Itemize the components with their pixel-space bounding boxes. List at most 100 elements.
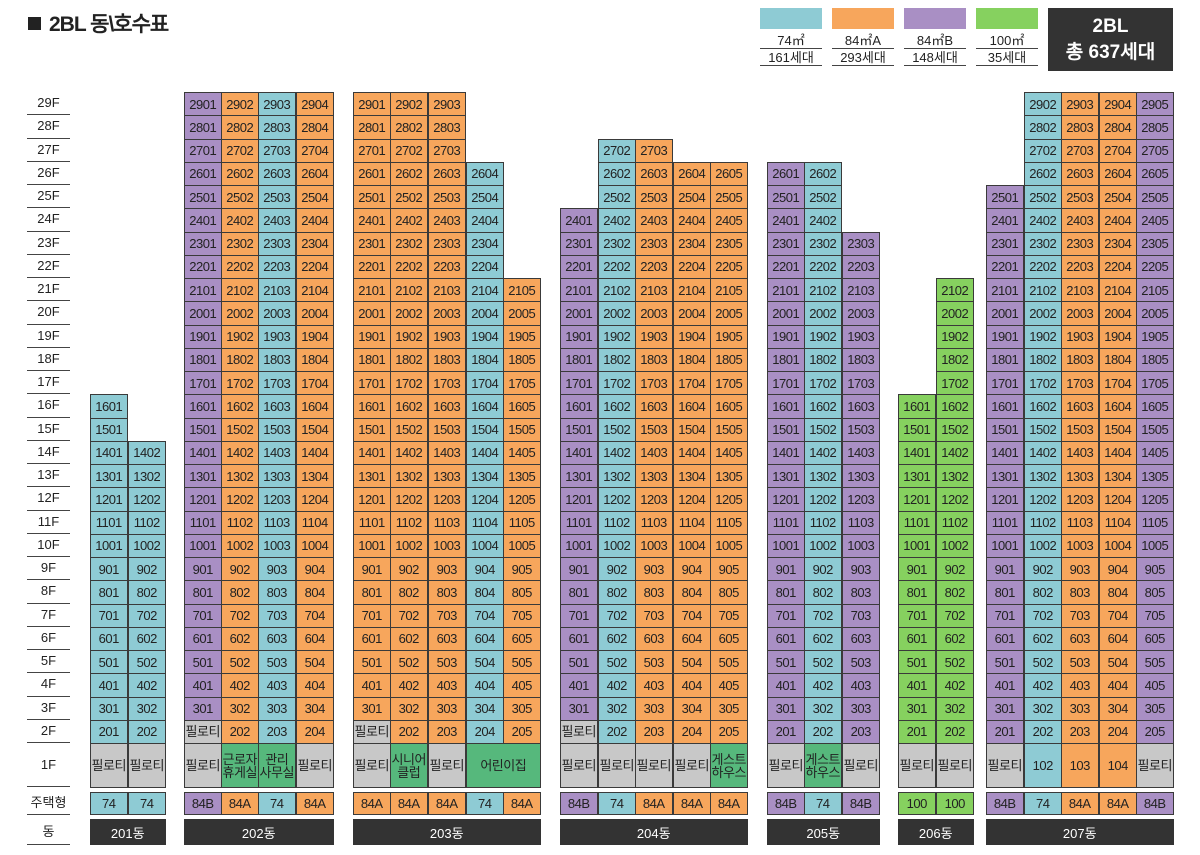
legend-count: 148세대 xyxy=(904,49,966,66)
unit-cell: 203 xyxy=(842,719,880,744)
unit-cell: 702 xyxy=(221,603,259,628)
unit-cell: 1305 xyxy=(503,464,541,489)
unit-cell: 1803 xyxy=(428,347,466,372)
unit-cell: 1903 xyxy=(428,324,466,349)
unit-cell: 1504 xyxy=(1099,417,1137,442)
unit-cell: 301 xyxy=(560,696,598,721)
unit-cell: 1603 xyxy=(428,394,466,419)
unit-cell: 203 xyxy=(1061,719,1099,744)
unit-cell: 1501 xyxy=(184,417,222,442)
unit-cell: 2704 xyxy=(296,138,334,163)
unit-cell: 1004 xyxy=(673,533,711,558)
unit-type-cell: 74 xyxy=(598,792,636,815)
unit-cell: 501 xyxy=(184,650,222,675)
unit-cell: 1802 xyxy=(936,347,974,372)
unit-cell: 2103 xyxy=(1061,278,1099,303)
legend-item: 84㎡B 148세대 xyxy=(904,8,966,66)
unit-cell: 1604 xyxy=(466,394,504,419)
unit-cell: 2501 xyxy=(767,185,805,210)
unit-cell: 2504 xyxy=(1099,185,1137,210)
unit-type-cell: 84A xyxy=(353,792,391,815)
unit-cell: 2901 xyxy=(353,92,391,117)
unit-cell: 1305 xyxy=(710,464,748,489)
unit-cell: 802 xyxy=(804,580,842,605)
unit-cell: 2205 xyxy=(1136,254,1174,279)
unit-cell: 1504 xyxy=(466,417,504,442)
unit-cell: 1602 xyxy=(221,394,259,419)
unit-cell: 1001 xyxy=(560,533,598,558)
unit-cell: 1202 xyxy=(804,487,842,512)
unit-cell: 902 xyxy=(390,557,428,582)
unit-cell: 1301 xyxy=(767,464,805,489)
pilotis-cell: 필로티 xyxy=(1136,743,1174,788)
unit-cell: 2102 xyxy=(804,278,842,303)
pilotis-cell: 필로티 xyxy=(560,719,598,744)
unit-cell: 2902 xyxy=(1024,92,1062,117)
unit-cell: 903 xyxy=(842,557,880,582)
unit-cell: 2003 xyxy=(842,301,880,326)
floor-label: 13F xyxy=(27,464,70,488)
unit-cell: 1101 xyxy=(560,510,598,535)
unit-cell: 1702 xyxy=(390,371,428,396)
unit-cell: 801 xyxy=(767,580,805,605)
unit-cell: 801 xyxy=(90,580,128,605)
unit-cell: 1402 xyxy=(936,440,974,465)
unit-cell: 502 xyxy=(128,650,166,675)
unit-cell: 1102 xyxy=(221,510,259,535)
unit-cell: 1804 xyxy=(1099,347,1137,372)
unit-cell: 602 xyxy=(128,626,166,651)
unit-cell: 2502 xyxy=(598,185,636,210)
unit-cell: 2404 xyxy=(673,208,711,233)
unit-cell: 1201 xyxy=(353,487,391,512)
unit-cell: 1201 xyxy=(184,487,222,512)
unit-cell: 1401 xyxy=(986,440,1024,465)
unit-cell: 1302 xyxy=(221,464,259,489)
unit-cell: 1405 xyxy=(1136,440,1174,465)
unit-cell: 305 xyxy=(1136,696,1174,721)
unit-cell: 501 xyxy=(560,650,598,675)
unit-cell: 2302 xyxy=(221,231,259,256)
unit-type-cell: 74 xyxy=(1024,792,1062,815)
unit-cell: 2001 xyxy=(560,301,598,326)
unit-cell: 2801 xyxy=(353,115,391,140)
unit-cell: 605 xyxy=(1136,626,1174,651)
unit-cell: 1203 xyxy=(258,487,296,512)
unit-cell: 503 xyxy=(1061,650,1099,675)
unit-cell: 1401 xyxy=(90,440,128,465)
unit-cell: 2403 xyxy=(258,208,296,233)
unit-cell: 1303 xyxy=(428,464,466,489)
unit-cell: 401 xyxy=(353,673,391,698)
unit-cell: 2105 xyxy=(710,278,748,303)
unit-cell: 803 xyxy=(1061,580,1099,605)
unit-cell: 2603 xyxy=(258,161,296,186)
unit-cell: 203 xyxy=(258,719,296,744)
unit-cell: 1002 xyxy=(936,533,974,558)
floor-label: 4F xyxy=(27,673,70,697)
unit-cell: 402 xyxy=(1024,673,1062,698)
pilotis-cell: 필로티 xyxy=(184,743,222,788)
unit-cell: 1604 xyxy=(296,394,334,419)
unit-cell: 1102 xyxy=(598,510,636,535)
unit-cell: 2802 xyxy=(221,115,259,140)
unit-cell: 604 xyxy=(673,626,711,651)
unit-cell: 1904 xyxy=(673,324,711,349)
unit-cell: 1801 xyxy=(560,347,598,372)
unit-cell: 505 xyxy=(503,650,541,675)
unit-cell: 1502 xyxy=(936,417,974,442)
unit-cell: 802 xyxy=(598,580,636,605)
floor-label: 22F xyxy=(27,255,70,278)
unit-cell: 1201 xyxy=(90,487,128,512)
facility-cell: 어린이집 xyxy=(466,743,541,788)
unit-cell: 802 xyxy=(128,580,166,605)
unit-cell: 303 xyxy=(842,696,880,721)
unit-cell: 205 xyxy=(503,719,541,744)
floor-label: 6F xyxy=(27,627,70,650)
unit-cell: 2801 xyxy=(184,115,222,140)
unit-cell: 803 xyxy=(842,580,880,605)
unit-cell: 1602 xyxy=(804,394,842,419)
unit-cell: 1003 xyxy=(842,533,880,558)
unit-cell: 602 xyxy=(936,626,974,651)
unit-cell: 1102 xyxy=(1024,510,1062,535)
unit-cell: 1902 xyxy=(598,324,636,349)
unit-cell: 1105 xyxy=(503,510,541,535)
